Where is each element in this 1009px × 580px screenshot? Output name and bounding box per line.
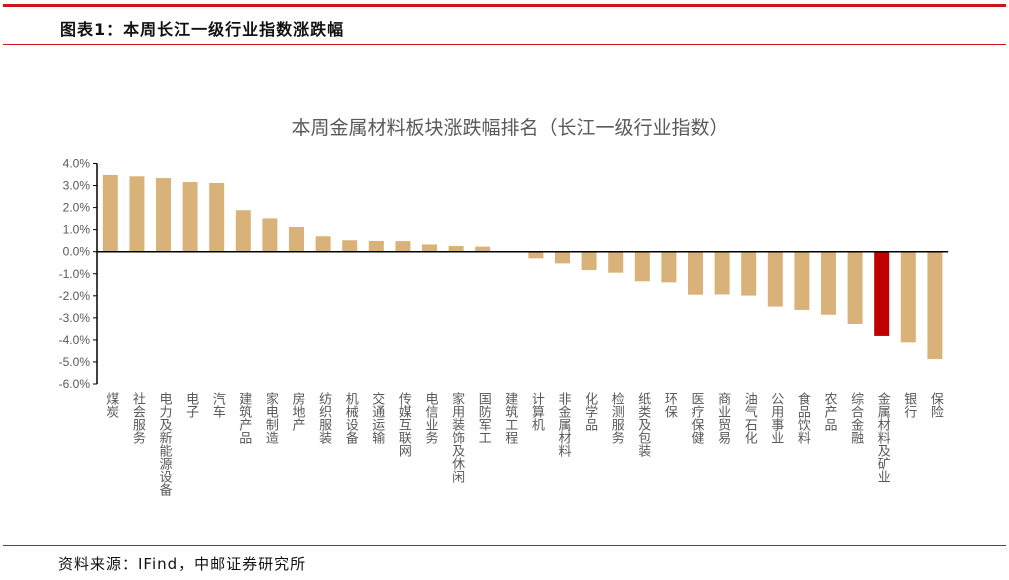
bar-10 (368, 240, 384, 252)
bar-8 (315, 236, 331, 252)
x-category-label: 社会服务 (129, 392, 145, 444)
x-category-label: 建筑工程 (502, 392, 518, 444)
y-tick-label: -2.0% (59, 289, 91, 303)
x-category-label: 家电制造 (262, 392, 278, 444)
x-category-label: 电力及新能源设备 (156, 392, 172, 496)
y-tick-label: 4.0% (63, 157, 91, 171)
bar-17 (555, 251, 570, 264)
bar-12 (422, 244, 437, 252)
x-category-label: 机械设备 (342, 392, 358, 444)
header-bottom-rule (3, 44, 1006, 45)
header-top-rule (3, 4, 1006, 7)
bar-26 (794, 251, 810, 310)
x-category-label: 医疗保健 (688, 392, 704, 444)
x-category-label: 银行 (901, 392, 917, 418)
x-category-label: 农产品 (821, 392, 837, 431)
bar-23 (714, 251, 730, 295)
bar-16 (528, 251, 544, 259)
bar-31 (927, 251, 943, 360)
x-category-label: 房地产 (289, 392, 305, 431)
y-tick-label: 0.0% (63, 245, 91, 259)
bar-7 (289, 227, 304, 252)
x-category-label: 建筑产品 (236, 392, 252, 444)
bar-5 (235, 210, 251, 252)
y-tick-label: -1.0% (59, 267, 91, 281)
bar-13 (448, 245, 464, 252)
x-category-label: 食品饮料 (794, 392, 810, 444)
bar-24 (741, 251, 757, 296)
x-category-label: 非金属材料 (555, 392, 571, 457)
x-category-label: 传媒互联网 (395, 392, 411, 457)
bar-11 (395, 241, 411, 252)
y-tick-label: -3.0% (59, 311, 91, 325)
x-category-label: 保险 (927, 392, 943, 418)
y-tick-label: 3.0% (63, 179, 91, 193)
figure-title: 图表1：本周长江一级行业指数涨跌幅 (60, 20, 345, 39)
y-tick-label: -4.0% (59, 333, 91, 347)
x-category-label: 综合金融 (848, 392, 864, 444)
x-category-label: 汽车 (209, 392, 225, 418)
bar-27 (821, 251, 836, 315)
footer-rule (3, 545, 1006, 546)
x-category-label: 交通运输 (369, 392, 385, 444)
bar-28 (847, 251, 863, 325)
x-category-label: 公用事业 (768, 392, 784, 444)
bar-9 (342, 240, 358, 252)
x-category-label: 化学品 (582, 392, 598, 431)
x-category-label: 家用装饰及休闲 (449, 392, 465, 483)
bar-4 (209, 182, 225, 252)
bar-14 (475, 246, 491, 252)
bar-2 (156, 178, 171, 252)
x-category-label: 电信业务 (422, 392, 438, 444)
x-category-label: 环保 (661, 392, 677, 418)
bar-30 (900, 251, 916, 343)
bar-29 (874, 251, 890, 336)
y-tick-label: 1.0% (63, 223, 91, 237)
y-tick-label: -5.0% (59, 355, 91, 369)
x-category-label: 电子 (183, 392, 199, 418)
y-tick-label: -6.0% (59, 377, 91, 391)
x-category-label: 金属材料及矿业 (874, 392, 890, 483)
y-tick-label: 2.0% (63, 201, 91, 215)
x-category-label: 煤炭 (103, 392, 119, 418)
bar-19 (608, 251, 624, 273)
bar-22 (688, 251, 703, 295)
source-note: 资料来源：IFind，中邮证券研究所 (58, 555, 307, 573)
x-category-label: 计算机 (528, 392, 544, 431)
x-category-label: 检测服务 (608, 392, 624, 444)
x-category-label: 商业贸易 (715, 392, 731, 444)
bar-3 (182, 182, 198, 252)
bar-0 (102, 174, 118, 252)
x-category-label: 国防军工 (475, 392, 491, 444)
chart-title: 本周金属材料板块涨跌幅排名（长江一级行业指数） (291, 117, 728, 139)
bar-18 (581, 251, 597, 271)
bar-6 (262, 218, 278, 252)
x-category-label: 纺织服装 (316, 392, 332, 444)
bar-20 (634, 251, 650, 282)
x-category-label: 油气石化 (741, 392, 757, 444)
bar-21 (661, 251, 677, 283)
bar-25 (767, 251, 783, 307)
x-category-label: 纸类及包装 (635, 392, 651, 457)
bar-1 (129, 176, 145, 252)
